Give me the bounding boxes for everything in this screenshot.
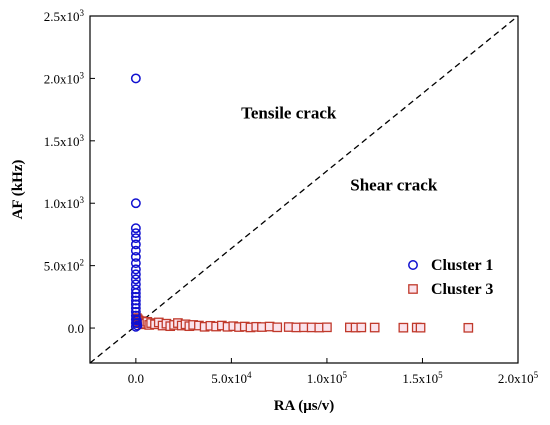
data-point xyxy=(130,73,141,84)
data-point xyxy=(130,198,141,209)
legend-marker xyxy=(408,260,418,270)
plot-frame xyxy=(89,15,519,364)
y-axis-title: AF (kHz) xyxy=(10,160,26,220)
data-point xyxy=(130,264,141,275)
data-point xyxy=(130,288,141,299)
data-point xyxy=(398,322,409,333)
data-point xyxy=(463,322,474,333)
tick-label: 1.0x105 xyxy=(307,370,348,386)
data-point xyxy=(130,295,141,306)
data-point xyxy=(415,322,426,333)
diagonal-dashed-line xyxy=(89,15,519,364)
plot-area xyxy=(89,15,519,364)
data-point xyxy=(130,310,141,321)
data-point xyxy=(130,228,141,239)
tick-label: 2.0x103 xyxy=(44,70,85,86)
tick-label: 2.5x103 xyxy=(44,8,85,24)
tick-label: 2.0x105 xyxy=(498,370,539,386)
legend-marker xyxy=(408,284,418,294)
data-point xyxy=(130,291,141,302)
data-point xyxy=(130,223,141,234)
data-point xyxy=(130,251,141,262)
data-point xyxy=(369,322,380,333)
series-circle xyxy=(130,73,143,332)
data-point xyxy=(272,322,283,333)
legend-label: Cluster 3 xyxy=(431,281,493,298)
tick-label: 1.5x103 xyxy=(44,133,85,149)
legend: Cluster 1 Cluster 3 xyxy=(408,257,493,298)
annotations: Tensile crack Shear crack xyxy=(241,103,438,194)
legend-label: Cluster 1 xyxy=(431,257,493,274)
x-axis-title: RA (μs/v) xyxy=(274,398,335,414)
data-point xyxy=(130,233,141,244)
diagonal-line xyxy=(89,15,519,364)
y-axis: 0.0 5.0x102 1.0x103 1.5x103 2.0x103 2.5x103 xyxy=(44,8,95,336)
data-point xyxy=(130,269,141,280)
data-point xyxy=(130,258,141,269)
data-point xyxy=(322,322,332,333)
tick-label: 0.0 xyxy=(128,371,144,386)
tick-label: 1.0x103 xyxy=(44,195,85,211)
tick-label: 1.5x105 xyxy=(402,370,443,386)
tick-label: 5.0x102 xyxy=(44,258,84,274)
annotation-label: Shear crack xyxy=(350,176,438,195)
data-point xyxy=(130,239,141,250)
data-point xyxy=(130,284,141,295)
data-point xyxy=(130,303,141,314)
data-point xyxy=(130,274,141,285)
data-point xyxy=(130,245,141,256)
tick-label: 0.0 xyxy=(68,321,84,336)
data-point xyxy=(356,322,367,333)
x-axis: 0.0 5.0x104 1.0x105 1.5x105 2.0x105 xyxy=(128,358,539,386)
data-points xyxy=(130,73,474,333)
data-point xyxy=(130,299,141,310)
data-point xyxy=(132,320,143,331)
annotation-label: Tensile crack xyxy=(241,103,337,122)
series-square xyxy=(131,313,474,333)
tick-label: 5.0x104 xyxy=(211,370,252,386)
